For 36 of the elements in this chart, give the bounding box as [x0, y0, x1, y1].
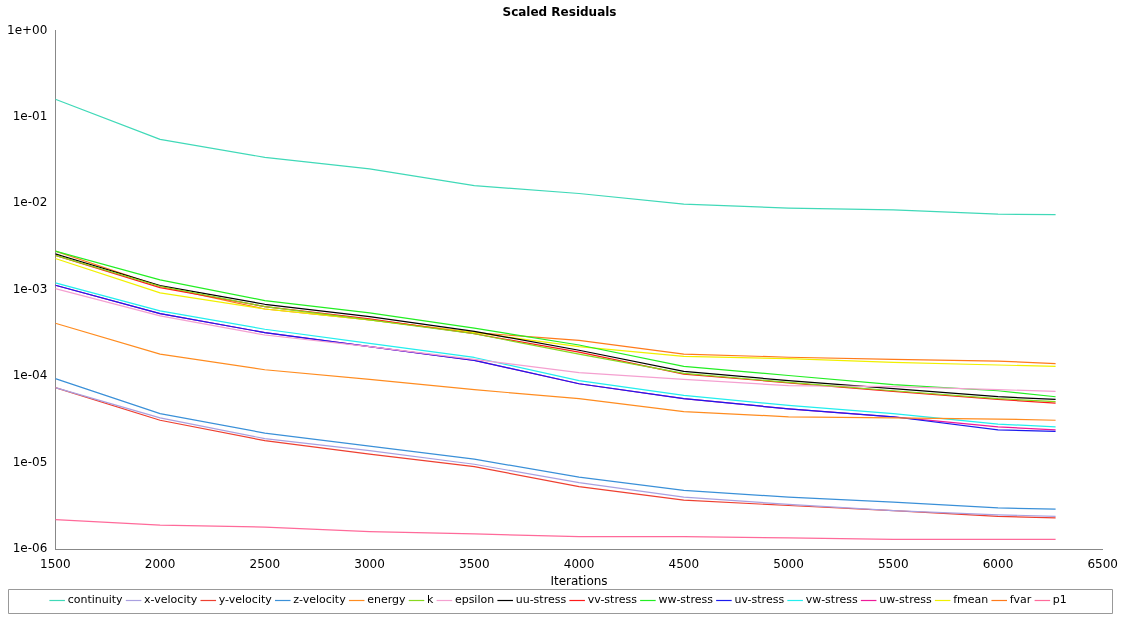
y-tick-label: 1e-06 [12, 541, 48, 556]
legend-label: ww-stress [658, 593, 714, 607]
x-tick-label: 1500 [40, 556, 71, 571]
x-tick-label: 2000 [144, 556, 176, 571]
y-tick-label: 1e-02 [12, 195, 48, 210]
y-tick-label: 1e+00 [7, 22, 48, 37]
x-tick-label: 6000 [982, 556, 1014, 571]
legend-label: z-velocity [293, 593, 347, 607]
legend-label: continuity [67, 593, 124, 607]
legend-label: k [427, 593, 435, 607]
x-tick-label: 4000 [563, 556, 595, 571]
x-tick-label: 3500 [459, 556, 490, 571]
x-tick-label: 5000 [773, 556, 804, 571]
legend-label: vv-stress [587, 593, 638, 607]
y-tick-label: 1e-04 [12, 368, 48, 383]
x-tick-label: 5500 [877, 556, 909, 571]
x-tick-label: 3000 [354, 556, 385, 571]
legend-label: epsilon [454, 593, 495, 607]
chart-title: Scaled Residuals [502, 5, 617, 20]
legend-label: fvar [1009, 593, 1032, 607]
y-tick-label: 1e-03 [12, 281, 48, 296]
legend-label: uv-stress [734, 593, 785, 607]
x-axis-title: Iterations [550, 573, 608, 588]
legend-label: uw-stress [879, 593, 932, 607]
y-tick-label: 1e-05 [12, 454, 48, 469]
legend-label: energy [367, 593, 407, 607]
x-tick-label: 2500 [249, 556, 281, 571]
y-tick-label: 1e-01 [12, 108, 48, 123]
legend-label: x-velocity [144, 593, 198, 607]
legend-label: vw-stress [805, 593, 858, 607]
x-tick-label: 4500 [668, 556, 700, 571]
legend-label: y-velocity [218, 593, 273, 607]
legend-label: fmean [953, 593, 989, 607]
x-tick-label: 6500 [1087, 556, 1118, 571]
legend-label: uu-stress [515, 593, 567, 607]
legend-label: p1 [1052, 593, 1067, 607]
